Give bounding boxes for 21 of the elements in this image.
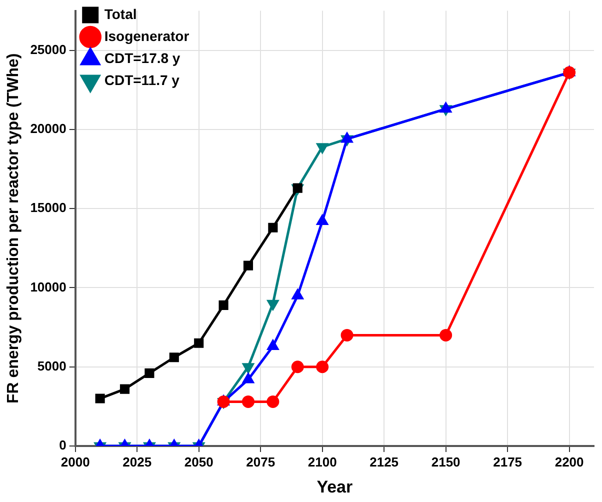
legend-label: Isogenerator — [104, 28, 190, 44]
y-axis-title: FR energy production per reactor type (TWhe) — [5, 53, 22, 404]
x-tick-label: 2075 — [246, 454, 276, 470]
legend-label: CDT=11.7 y — [104, 72, 180, 88]
x-tick-label: 2050 — [184, 454, 214, 470]
legend-label: Total — [104, 6, 137, 22]
x-tick-label: 2125 — [370, 454, 399, 470]
x-tick-label: 2150 — [431, 454, 460, 470]
x-tick-label: 2200 — [554, 454, 584, 470]
legend-label: CDT=17.8 y — [104, 50, 180, 66]
y-tick-label: 5000 — [37, 358, 66, 374]
y-tick-label: 20000 — [30, 121, 66, 136]
x-axis-title: Year — [316, 477, 354, 496]
x-tick-label: 2025 — [122, 454, 152, 470]
y-tick-label: 25000 — [30, 42, 66, 57]
y-tick-label: 10000 — [30, 279, 66, 294]
x-tick-label: 2000 — [60, 454, 90, 470]
y-tick-label: 0 — [59, 438, 66, 453]
x-tick-label: 2100 — [308, 454, 337, 470]
y-tick-label: 15000 — [30, 200, 66, 216]
x-tick-label: 2175 — [493, 454, 522, 470]
